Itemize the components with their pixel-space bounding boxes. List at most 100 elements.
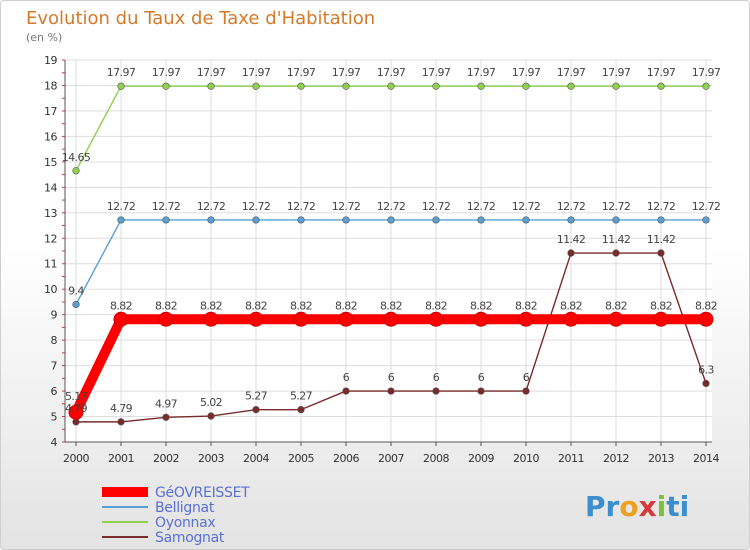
data-label: 5.27 bbox=[290, 390, 313, 403]
axes: 4 5 6 7 8 9 10 11 12 13 14 15 16 17 18 19 2000 2001 2002 20… bbox=[44, 54, 720, 465]
data-point-geovreisset bbox=[698, 311, 714, 327]
data-point-geovreisset bbox=[158, 311, 174, 327]
data-label: 17.97 bbox=[152, 66, 181, 79]
data-point-bellignat bbox=[252, 216, 260, 224]
data-label: 17.97 bbox=[467, 66, 496, 79]
y-tick-label: 11 bbox=[44, 258, 57, 271]
data-label: 6 bbox=[343, 371, 350, 384]
data-point-geovreisset bbox=[68, 404, 84, 420]
x-tick-label: 2013 bbox=[648, 452, 674, 465]
data-label: 17.97 bbox=[332, 66, 361, 79]
data-label: 12.72 bbox=[467, 200, 496, 213]
data-point-samognat bbox=[612, 249, 620, 257]
y-tick-label: 18 bbox=[44, 79, 57, 92]
data-point-geovreisset bbox=[473, 311, 489, 327]
x-tick-label: 2005 bbox=[288, 452, 314, 465]
data-point-samognat bbox=[252, 406, 260, 414]
data-point-oyonnax bbox=[297, 82, 305, 90]
data-label: 12.72 bbox=[647, 200, 676, 213]
data-point-geovreisset bbox=[653, 311, 669, 327]
data-point-samognat bbox=[702, 379, 710, 388]
plot-area bbox=[65, 60, 712, 442]
x-tick-label: 2009 bbox=[468, 452, 494, 465]
y-tick-label: 16 bbox=[44, 130, 57, 143]
data-point-oyonnax bbox=[72, 167, 80, 175]
data-label: 6 bbox=[388, 371, 395, 384]
data-point-oyonnax bbox=[252, 82, 260, 90]
data-label: 17.97 bbox=[557, 66, 586, 79]
data-label: 8.82 bbox=[650, 299, 672, 312]
data-label: 4.97 bbox=[155, 397, 178, 410]
data-label: 8.82 bbox=[425, 299, 447, 312]
y-tick-label: 14 bbox=[44, 181, 57, 194]
x-tick-label: 2014 bbox=[693, 452, 719, 465]
data-point-geovreisset bbox=[338, 311, 354, 327]
x-tick-label: 2004 bbox=[243, 452, 269, 465]
x-tick-label: 2007 bbox=[378, 452, 404, 465]
data-label: 6 bbox=[433, 371, 440, 384]
y-tick-label: 15 bbox=[44, 156, 57, 169]
data-label: 8.82 bbox=[200, 299, 222, 312]
data-label: 8.82 bbox=[695, 299, 717, 312]
data-point-oyonnax bbox=[162, 82, 170, 90]
data-point-bellignat bbox=[522, 216, 530, 224]
data-label: 11.42 bbox=[557, 233, 586, 246]
data-point-geovreisset bbox=[428, 311, 444, 327]
x-tick-label: 2000 bbox=[63, 452, 89, 465]
data-point-bellignat bbox=[702, 216, 710, 224]
data-label: 17.97 bbox=[422, 66, 451, 79]
data-label: 12.72 bbox=[422, 200, 451, 213]
data-point-geovreisset bbox=[203, 311, 219, 327]
chart-title: Evolution du Taux de Taxe d'Habitation bbox=[26, 8, 375, 29]
data-point-oyonnax bbox=[567, 82, 575, 90]
x-tick-label: 2010 bbox=[513, 452, 539, 465]
y-tick-label: 19 bbox=[44, 54, 57, 67]
y-tick-label: 8 bbox=[51, 334, 58, 347]
legend-label: Oyonnax bbox=[155, 515, 215, 531]
data-label: 4.79 bbox=[65, 402, 88, 415]
y-tick-label: 12 bbox=[44, 232, 57, 245]
legend-label: Bellignat bbox=[155, 500, 215, 516]
data-label: 5.02 bbox=[200, 396, 222, 409]
data-point-bellignat bbox=[72, 300, 80, 309]
data-label: 12.72 bbox=[107, 200, 136, 213]
data-label: 12.72 bbox=[602, 200, 631, 213]
data-label: 11.42 bbox=[647, 233, 676, 246]
data-label: 4.79 bbox=[110, 402, 133, 415]
y-tick-label: 5 bbox=[51, 411, 58, 424]
data-point-oyonnax bbox=[477, 82, 485, 90]
data-point-samognat bbox=[657, 249, 665, 257]
data-label: 12.72 bbox=[332, 200, 361, 213]
legend-label: Samognat bbox=[155, 530, 225, 546]
series bbox=[68, 82, 714, 426]
data-point-bellignat bbox=[477, 216, 485, 224]
data-label: 8.82 bbox=[560, 299, 582, 312]
data-point-oyonnax bbox=[207, 82, 215, 90]
data-point-samognat bbox=[432, 387, 440, 395]
data-label: 17.97 bbox=[377, 66, 406, 79]
data-point-samognat bbox=[567, 249, 575, 257]
data-label: 17.97 bbox=[287, 66, 316, 79]
data-labels: 14.65 17.97 17.97 17.97 17.97 17.97 17.97 17.97… bbox=[62, 66, 722, 415]
data-point-geovreisset bbox=[383, 311, 399, 327]
data-point-oyonnax bbox=[657, 82, 665, 90]
data-label: 8.82 bbox=[155, 299, 177, 312]
data-point-samognat bbox=[117, 418, 125, 426]
data-point-geovreisset bbox=[518, 311, 534, 327]
data-label: 8.82 bbox=[335, 299, 357, 312]
data-point-oyonnax bbox=[432, 82, 440, 90]
data-label: 17.97 bbox=[242, 66, 271, 79]
data-point-samognat bbox=[162, 413, 170, 421]
data-point-oyonnax bbox=[612, 82, 620, 90]
data-label: 8.82 bbox=[515, 299, 537, 312]
data-point-bellignat bbox=[567, 216, 575, 224]
data-point-bellignat bbox=[387, 216, 395, 224]
data-point-oyonnax bbox=[522, 82, 530, 90]
data-label: 12.72 bbox=[242, 200, 271, 213]
data-point-geovreisset bbox=[113, 311, 129, 327]
data-point-samognat bbox=[387, 387, 395, 395]
y-tick-label: 6 bbox=[51, 385, 58, 398]
x-tick-label: 2003 bbox=[198, 452, 224, 465]
data-label: 12.72 bbox=[287, 200, 316, 213]
data-label: 14.65 bbox=[62, 151, 91, 164]
